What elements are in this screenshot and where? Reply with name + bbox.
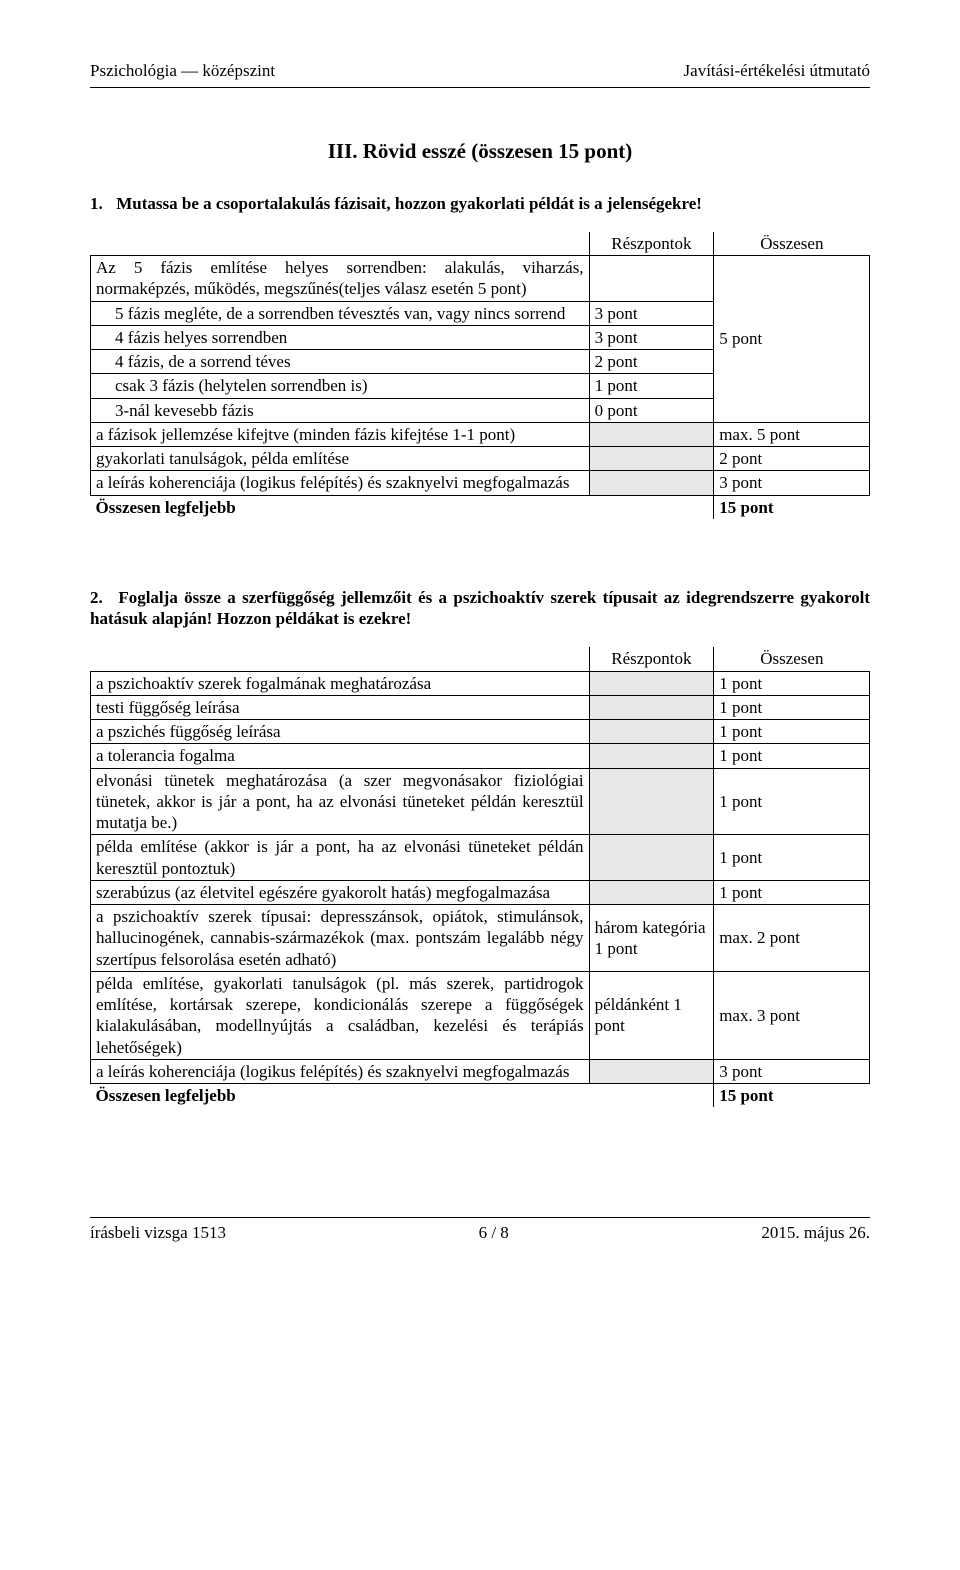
criterion: testi függőség leírása (91, 695, 590, 719)
table-header-row: Részpontok Összesen (91, 647, 870, 671)
table-row: Az 5 fázis említése helyes sorrendben: a… (91, 256, 870, 302)
col-header-part: Részpontok (589, 647, 714, 671)
page-footer: írásbeli vizsga 1513 6 / 8 2015. május 2… (90, 1217, 870, 1243)
rubric-table-2: Részpontok Összesen a pszichoaktív szere… (90, 647, 870, 1107)
total-points: 1 pont (714, 768, 870, 835)
criterion: szerabúzus (az életvitel egészére gyakor… (91, 880, 590, 904)
criterion: 5 fázis megléte, de a sorrendben téveszt… (91, 301, 590, 325)
table-row: a fázisok jellemzése kifejtve (minden fá… (91, 422, 870, 446)
q2-number: 2. (90, 587, 112, 608)
total-points: max. 3 pont (714, 971, 870, 1059)
criterion: a pszichoaktív szerek fogalmának meghatá… (91, 671, 590, 695)
question-1-prompt: 1. Mutassa be a csoportalakulás fázisait… (90, 193, 870, 214)
total-points: max. 5 pont (714, 422, 870, 446)
table-row: a tolerancia fogalma 1 pont (91, 744, 870, 768)
criterion: 3-nál kevesebb fázis (91, 398, 590, 422)
total-points: 1 pont (714, 835, 870, 881)
col-header-part: Részpontok (589, 232, 714, 256)
group-total: 5 pont (714, 256, 870, 423)
total-points: 1 pont (714, 671, 870, 695)
table-row: példa említése (akkor is jár a pont, ha … (91, 835, 870, 881)
total-points: 2 pont (714, 447, 870, 471)
q1-text: Mutassa be a csoportalakulás fázisait, h… (116, 194, 702, 213)
total-points: 1 pont (714, 880, 870, 904)
total-points: 1 pont (714, 695, 870, 719)
points: 3 pont (589, 325, 714, 349)
points: 3 pont (589, 301, 714, 325)
table-row: a pszichés függőség leírása 1 pont (91, 720, 870, 744)
table-row: szerabúzus (az életvitel egészére gyakor… (91, 880, 870, 904)
q1-number: 1. (90, 193, 112, 214)
criterion: csak 3 fázis (helytelen sorrendben is) (91, 374, 590, 398)
table-row: elvonási tünetek meghatározása (a szer m… (91, 768, 870, 835)
criterion: a leírás koherenciája (logikus felépítés… (91, 1059, 590, 1083)
total-label: Összesen legfeljebb (91, 495, 714, 519)
table-header-row: Részpontok Összesen (91, 232, 870, 256)
footer-right: 2015. május 26. (761, 1222, 870, 1243)
rubric-table-1: Részpontok Összesen Az 5 fázis említése … (90, 232, 870, 519)
points: 1 pont (589, 374, 714, 398)
footer-center: 6 / 8 (479, 1222, 509, 1243)
table-total-row: Összesen legfeljebb 15 pont (91, 1084, 870, 1108)
criterion: Az 5 fázis említése helyes sorrendben: a… (91, 256, 590, 302)
criterion: 4 fázis, de a sorrend téves (91, 350, 590, 374)
table-row: a pszichoaktív szerek típusai: depresszá… (91, 905, 870, 972)
total-points: 3 pont (714, 1059, 870, 1083)
total-points: 1 pont (714, 720, 870, 744)
table-row: a pszichoaktív szerek fogalmának meghatá… (91, 671, 870, 695)
points: példánként 1 pont (589, 971, 714, 1059)
table-row: példa említése, gyakorlati tanulságok (p… (91, 971, 870, 1059)
points: három kategória 1 pont (589, 905, 714, 972)
table-row: testi függőség leírása 1 pont (91, 695, 870, 719)
total-label: Összesen legfeljebb (91, 1084, 714, 1108)
criterion: a tolerancia fogalma (91, 744, 590, 768)
criterion: példa említése, gyakorlati tanulságok (p… (91, 971, 590, 1059)
q2-text: Foglalja össze a szerfüggőség jellemzőit… (90, 588, 870, 628)
total-value: 15 pont (714, 495, 870, 519)
header-right: Javítási-értékelési útmutató (684, 60, 870, 81)
page-header: Pszichológia — középszint Javítási-érték… (90, 60, 870, 88)
col-header-total: Összesen (714, 232, 870, 256)
section-title: III. Rövid esszé (összesen 15 pont) (90, 138, 870, 164)
points: 2 pont (589, 350, 714, 374)
table-row: gyakorlati tanulságok, példa említése 2 … (91, 447, 870, 471)
criterion: a pszichoaktív szerek típusai: depresszá… (91, 905, 590, 972)
total-points: 3 pont (714, 471, 870, 495)
table-total-row: Összesen legfeljebb 15 pont (91, 495, 870, 519)
question-2-prompt: 2. Foglalja össze a szerfüggőség jellemz… (90, 587, 870, 630)
table-row: a leírás koherenciája (logikus felépítés… (91, 471, 870, 495)
header-left: Pszichológia — középszint (90, 60, 275, 81)
criterion: elvonási tünetek meghatározása (a szer m… (91, 768, 590, 835)
total-value: 15 pont (714, 1084, 870, 1108)
col-header-total: Összesen (714, 647, 870, 671)
points: 0 pont (589, 398, 714, 422)
criterion: példa említése (akkor is jár a pont, ha … (91, 835, 590, 881)
criterion: gyakorlati tanulságok, példa említése (91, 447, 590, 471)
criterion: a fázisok jellemzése kifejtve (minden fá… (91, 422, 590, 446)
footer-left: írásbeli vizsga 1513 (90, 1222, 226, 1243)
total-points: max. 2 pont (714, 905, 870, 972)
total-points: 1 pont (714, 744, 870, 768)
criterion: 4 fázis helyes sorrendben (91, 325, 590, 349)
criterion: a leírás koherenciája (logikus felépítés… (91, 471, 590, 495)
table-row: a leírás koherenciája (logikus felépítés… (91, 1059, 870, 1083)
criterion: a pszichés függőség leírása (91, 720, 590, 744)
